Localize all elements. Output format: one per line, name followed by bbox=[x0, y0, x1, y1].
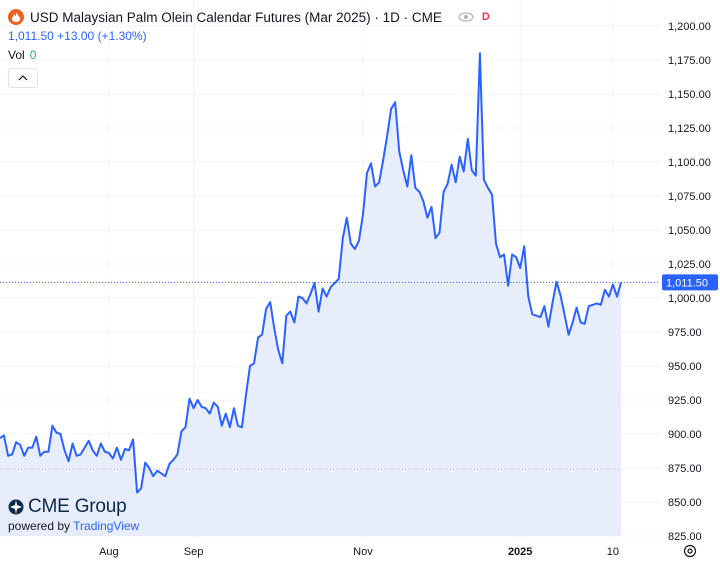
y-tick-label: 1,200.00 bbox=[668, 21, 711, 33]
status-badge: D bbox=[481, 11, 490, 23]
y-tick-label: 900.00 bbox=[668, 429, 702, 441]
collapse-legend-button[interactable] bbox=[8, 68, 38, 88]
x-tick-label: 10 bbox=[607, 546, 619, 558]
y-tick-label: 975.00 bbox=[668, 327, 702, 339]
chevron-up-icon bbox=[18, 75, 28, 81]
brand-name: CME Group bbox=[28, 496, 127, 517]
y-tick-label: 1,000.00 bbox=[668, 293, 711, 305]
volume-value: 0 bbox=[29, 48, 37, 62]
volume-readout: Vol 0 bbox=[8, 48, 660, 66]
price-readout: 1,011.50 +13.00 (+1.30%) bbox=[8, 29, 660, 45]
y-tick-label: 950.00 bbox=[668, 361, 702, 373]
brand-logo[interactable]: CME Group powered by TradingView bbox=[8, 496, 139, 533]
platform-name: TradingView bbox=[73, 519, 140, 533]
y-tick-label: 1,175.00 bbox=[668, 55, 711, 67]
chart-header: USD Malaysian Palm Olein Calendar Future… bbox=[8, 7, 660, 88]
x-tick-label: Aug bbox=[99, 546, 119, 558]
last-price-tag: 1,011.50 bbox=[662, 274, 718, 291]
y-tick-label: 875.00 bbox=[668, 463, 702, 475]
x-tick-label: Nov bbox=[353, 546, 373, 558]
y-tick-label: 1,100.00 bbox=[668, 157, 711, 169]
price-points bbox=[0, 53, 622, 493]
y-tick-label: 1,150.00 bbox=[668, 89, 711, 101]
y-tick-label: 1,025.00 bbox=[668, 259, 711, 271]
powered-by: powered by TradingView bbox=[8, 519, 139, 533]
flame-icon bbox=[8, 9, 24, 25]
price-change-pct: (+1.30%) bbox=[97, 29, 147, 43]
last-price: 1,011.50 bbox=[8, 29, 54, 43]
gear-icon[interactable] bbox=[683, 544, 697, 558]
x-axis: Aug Sep Nov 2025 10 bbox=[99, 546, 619, 558]
cme-globe-icon bbox=[8, 499, 24, 515]
y-tick-label: 1,050.00 bbox=[668, 225, 711, 237]
y-tick-label: 825.00 bbox=[668, 531, 702, 543]
price-change: +13.00 bbox=[57, 29, 95, 43]
y-tick-label: 1,075.00 bbox=[668, 191, 711, 203]
y-tick-label: 1,125.00 bbox=[668, 123, 711, 135]
y-tick-label: 925.00 bbox=[668, 395, 702, 407]
y-axis: 1,200.00 1,175.00 1,150.00 1,125.00 1,100.00… bbox=[668, 21, 711, 543]
x-tick-label: Sep bbox=[184, 546, 204, 558]
volume-label: Vol bbox=[8, 48, 25, 62]
x-tick-label: 2025 bbox=[508, 546, 532, 558]
eye-off-icon[interactable] bbox=[458, 12, 474, 22]
last-price-label: 1,011.50 bbox=[666, 277, 708, 289]
powered-by-label: powered by bbox=[8, 519, 71, 533]
symbol-title: USD Malaysian Palm Olein Calendar Future… bbox=[30, 9, 442, 25]
y-tick-label: 850.00 bbox=[668, 497, 702, 509]
